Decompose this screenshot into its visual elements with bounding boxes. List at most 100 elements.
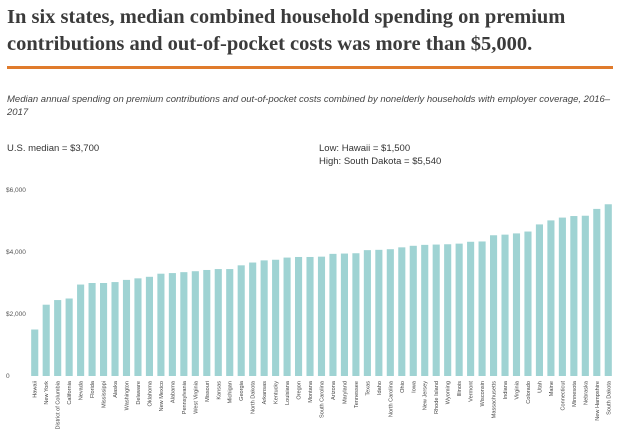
x-tick-label: Vermont — [469, 381, 475, 402]
bar — [467, 241, 475, 376]
bar — [122, 279, 131, 376]
bar — [65, 298, 73, 376]
x-tick-label: Florida — [90, 380, 96, 398]
bar — [432, 244, 440, 376]
x-tick-label: North Dakota — [251, 380, 257, 414]
bar — [88, 283, 96, 376]
y-tick-label: $2,000 — [6, 311, 26, 318]
bar — [317, 256, 326, 376]
x-tick-label: South Dakota — [606, 380, 612, 415]
bar — [272, 259, 280, 376]
bar — [54, 300, 62, 376]
x-tick-label: Michigan — [228, 381, 234, 403]
x-tick-label: Texas — [365, 381, 371, 396]
x-tick-label: Maryland — [342, 381, 348, 404]
x-tick-label: Washington — [125, 381, 131, 410]
bar — [306, 256, 314, 376]
x-tick-label: Nebraska — [583, 380, 589, 405]
bar — [157, 273, 165, 376]
bar — [100, 283, 108, 376]
x-tick-label: Maine — [549, 381, 555, 396]
x-tick-label: Nevada — [79, 380, 85, 400]
x-tick-label: Colorado — [526, 381, 532, 404]
bar — [168, 273, 176, 376]
x-tick-label: Alabama — [170, 380, 176, 403]
bar — [352, 253, 360, 376]
bar — [363, 250, 371, 376]
y-tick-label: $4,000 — [6, 249, 26, 256]
x-tick-label: Mississippi — [102, 381, 108, 408]
bar — [42, 304, 50, 376]
x-tick-label: Ohio — [400, 381, 406, 393]
x-tick-label: Wisconsin — [480, 381, 486, 407]
bar — [340, 253, 348, 376]
bar — [547, 220, 555, 376]
bar — [478, 241, 486, 376]
x-tick-label: South Carolina — [320, 380, 326, 418]
bar — [295, 256, 303, 376]
bar — [398, 247, 406, 376]
bar — [111, 282, 119, 376]
headline: In six states, median combined household… — [7, 6, 566, 55]
bar — [214, 269, 222, 376]
bar — [249, 262, 257, 376]
x-tick-label: Hawaii — [33, 381, 39, 398]
bar — [490, 235, 498, 376]
x-tick-label: New Jersey — [423, 381, 429, 410]
x-tick-label: California — [67, 380, 73, 405]
x-tick-label: District of Columbia — [56, 380, 62, 429]
bar-chart: 0 $2,000 $4,000 $6,000 Hawaii New York Distric… — [6, 187, 612, 430]
x-tick-label: Iowa — [411, 380, 417, 393]
x-tick-label: Delaware — [136, 381, 142, 405]
bar — [237, 265, 245, 376]
x-tick-label: Alaska — [113, 380, 119, 398]
chart-subtitle: Median annual spending on premium contri… — [7, 94, 611, 118]
x-tick-label: West Virginia — [193, 380, 199, 414]
bar — [77, 284, 85, 376]
x-tick-label: Massachusetts — [492, 381, 498, 419]
x-tick-label: Connecticut — [560, 381, 566, 411]
x-tick-label: Virginia — [515, 380, 521, 399]
bar — [375, 249, 383, 376]
bar — [260, 260, 268, 376]
x-tick-label: Illinois — [457, 381, 463, 397]
bar — [581, 215, 589, 376]
x-tick-label: North Carolina — [388, 380, 394, 417]
bar — [191, 271, 199, 376]
bar — [421, 244, 429, 376]
bar — [145, 276, 153, 376]
x-tick-label: Arkansas — [262, 381, 268, 405]
x-tick-label: Minnesota — [572, 380, 578, 407]
high-note: High: South Dakota = $5,540 — [319, 156, 442, 167]
bar — [329, 253, 337, 376]
bar — [455, 243, 463, 376]
bar — [444, 244, 452, 376]
y-tick-label: $6,000 — [6, 187, 26, 194]
x-tick-label: Kentucky — [274, 381, 280, 404]
x-tick-label: Arizona — [331, 380, 337, 400]
bar — [203, 269, 211, 376]
bar — [283, 257, 291, 376]
bar — [593, 208, 601, 376]
x-tick-label: Missouri — [205, 381, 211, 402]
x-tick-label: New York — [44, 381, 50, 405]
bar — [604, 204, 612, 376]
headline-rule — [7, 66, 613, 69]
x-tick-label: Pennsylvania — [182, 380, 188, 414]
bar — [386, 249, 394, 376]
bar — [409, 245, 417, 376]
x-tick-label: Tennessee — [354, 381, 360, 408]
x-tick-label: Oregon — [297, 381, 303, 400]
x-tick-label: Louisiana — [285, 380, 291, 405]
bar — [512, 233, 521, 376]
bar — [134, 278, 142, 376]
bar — [524, 231, 532, 376]
bar — [31, 329, 39, 376]
bar — [570, 216, 578, 376]
low-note: Low: Hawaii = $1,500 — [319, 143, 411, 154]
x-tick-label: Idaho — [377, 381, 383, 395]
x-tick-label: Indiana — [503, 380, 509, 399]
x-tick-label: Wyoming — [446, 381, 452, 404]
x-tick-label: New Mexico — [159, 381, 165, 411]
bar — [535, 224, 543, 376]
